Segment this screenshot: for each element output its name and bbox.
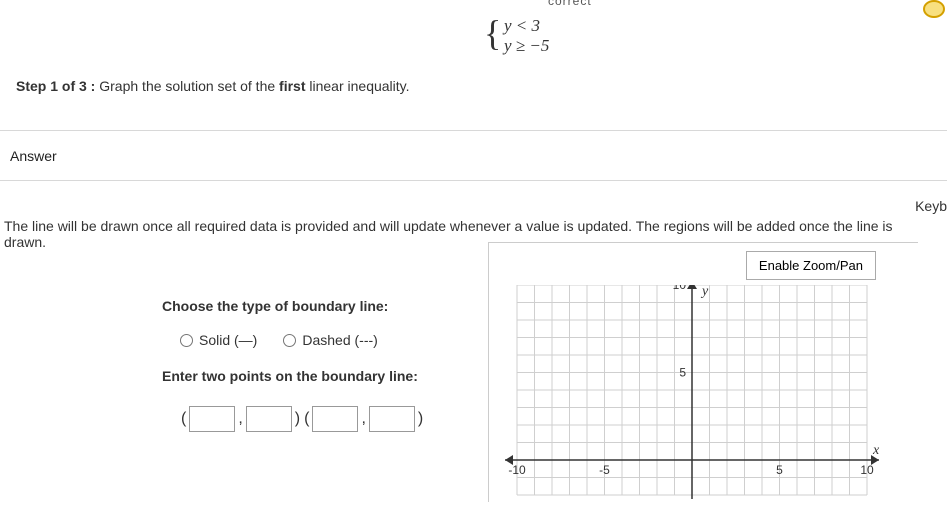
badge-icon xyxy=(923,0,945,18)
radio-solid-label: Solid (—) xyxy=(199,332,257,348)
graph-panel: Enable Zoom/Pan -10 -5 5 10 5 10 y x xyxy=(488,242,918,502)
radio-solid-input[interactable] xyxy=(180,334,193,347)
step-text-1: Graph the solution set of the xyxy=(95,78,279,94)
divider xyxy=(0,130,947,131)
step-instruction: Step 1 of 3 : Graph the solution set of … xyxy=(16,78,410,94)
svg-text:10: 10 xyxy=(860,463,874,477)
svg-text:5: 5 xyxy=(679,366,686,380)
divider xyxy=(0,180,947,181)
point1-y-input[interactable] xyxy=(246,406,292,432)
point1-x-input[interactable] xyxy=(189,406,235,432)
answer-heading: Answer xyxy=(10,148,57,164)
radio-solid[interactable]: Solid (—) xyxy=(180,332,257,348)
inequality-system: { y < 3 y ≥ −5 xyxy=(496,16,549,56)
coordinate-graph[interactable]: -10 -5 5 10 5 10 y x xyxy=(499,285,891,505)
paren-close-icon: ) xyxy=(294,410,301,428)
brace-icon: { xyxy=(484,12,501,54)
svg-text:5: 5 xyxy=(776,463,783,477)
boundary-type-title: Choose the type of boundary line: xyxy=(162,298,472,314)
svg-text:-10: -10 xyxy=(508,463,526,477)
step-number: Step 1 of 3 : xyxy=(16,78,95,94)
paren-close-icon: ) xyxy=(417,410,424,428)
step-bold: first xyxy=(279,78,305,94)
comma-icon: , xyxy=(237,410,243,428)
boundary-radio-group: Solid (—) Dashed (---) xyxy=(180,332,472,348)
paren-open-icon: ( xyxy=(303,410,310,428)
system-row-2: y ≥ −5 xyxy=(504,36,549,56)
point-inputs: ( , ) ( , ) xyxy=(180,406,472,432)
input-panel: Choose the type of boundary line: Solid … xyxy=(162,298,472,432)
radio-dashed[interactable]: Dashed (---) xyxy=(283,332,377,348)
keyboard-link[interactable]: Keyb xyxy=(915,198,947,214)
step-text-2: linear inequality. xyxy=(305,78,409,94)
system-row-1: y < 3 xyxy=(504,16,549,36)
paren-open-icon: ( xyxy=(180,410,187,428)
radio-dashed-input[interactable] xyxy=(283,334,296,347)
svg-text:x: x xyxy=(872,443,880,458)
svg-text:y: y xyxy=(700,285,709,299)
svg-text:-5: -5 xyxy=(599,463,610,477)
header-partial-text: correct xyxy=(548,0,592,8)
radio-dashed-label: Dashed (---) xyxy=(302,332,377,348)
svg-text:10: 10 xyxy=(673,285,687,292)
comma-icon: , xyxy=(360,410,366,428)
points-title: Enter two points on the boundary line: xyxy=(162,368,472,384)
point2-x-input[interactable] xyxy=(312,406,358,432)
zoom-pan-button[interactable]: Enable Zoom/Pan xyxy=(746,251,876,280)
point2-y-input[interactable] xyxy=(369,406,415,432)
